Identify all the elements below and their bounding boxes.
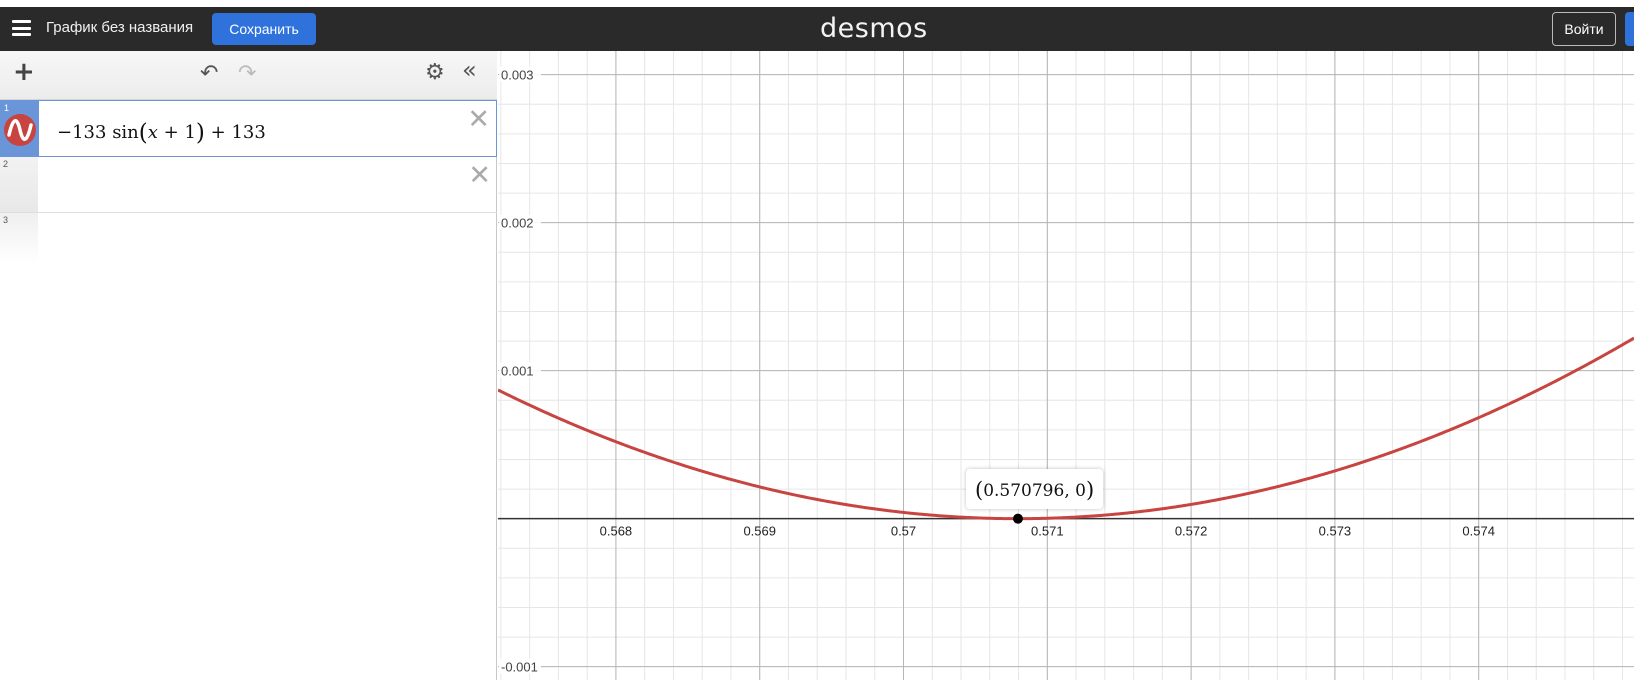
settings-gear-icon[interactable]: ⚙ (425, 60, 445, 85)
y-tick-label: 0.001 (501, 364, 534, 379)
add-icon[interactable]: + (13, 57, 35, 87)
point-coordinate-label: (0.570796, 0) (966, 469, 1104, 509)
expression-tab[interactable]: 3 (0, 213, 38, 263)
expression-number: 3 (3, 215, 9, 225)
function-curve (498, 336, 1634, 521)
expression-row-1[interactable]: 1 −133 sin(x + 1) + 133 ✕ (0, 100, 497, 157)
hamburger-menu-icon[interactable] (12, 20, 31, 36)
y-tick-label-bg (499, 658, 541, 674)
left-paren-icon: ( (138, 120, 148, 146)
collapse-panel-icon[interactable]: « (462, 56, 477, 84)
x-tick-label: 0.569 (743, 524, 776, 539)
desmos-logo: desmos (820, 13, 928, 44)
expression-row-2[interactable]: 2 ✕ (0, 157, 497, 213)
right-paren-icon: ) (1085, 478, 1095, 502)
y-tick-label-bg (499, 214, 541, 230)
top-bar: График без названия Сохранить desmos Вой… (0, 7, 1634, 51)
expression-toolbar: + ↶ ↷ ⚙ « (0, 51, 497, 100)
expression-tab[interactable]: 1 (1, 101, 39, 156)
graph-title[interactable]: График без названия (46, 19, 194, 36)
sine-wave-icon[interactable] (4, 114, 36, 146)
y-tick-label-bg (499, 362, 541, 378)
point-y: 0 (1075, 481, 1086, 501)
intercept-point (1012, 513, 1023, 524)
expression-row-3[interactable]: 3 (0, 213, 497, 263)
x-tick-label: 0.574 (1462, 524, 1495, 539)
save-button[interactable]: Сохранить (212, 13, 316, 45)
x-tick-label: 0.57 (891, 524, 916, 539)
x-tick-label: 0.571 (1031, 524, 1064, 539)
delete-expression-icon[interactable]: ✕ (468, 160, 491, 191)
expression-number: 1 (4, 103, 10, 113)
y-tick-label: -0.001 (501, 660, 538, 675)
delete-expression-icon[interactable]: ✕ (467, 104, 490, 135)
y-tick-label-bg (499, 66, 541, 82)
login-button[interactable]: Войти (1552, 12, 1616, 46)
y-tick-label: 0.003 (501, 68, 534, 83)
graph-canvas[interactable]: 0.568 0.569 0.57 0.571 0.572 0.573 0.574 0.003 0… (498, 51, 1634, 680)
function-name: sin (112, 122, 139, 143)
inner-term: + 1 (163, 122, 196, 143)
outer-term: + 133 (210, 122, 266, 143)
coefficient: −133 (57, 122, 107, 143)
right-paren-icon: ) (195, 120, 205, 146)
expression-math[interactable]: −133 sin(x + 1) + 133 (57, 118, 266, 146)
x-tick-label: 0.573 (1319, 524, 1352, 539)
undo-icon[interactable]: ↶ (200, 61, 219, 86)
y-tick-label: 0.002 (501, 216, 534, 231)
point-x: 0.570796 (983, 481, 1065, 501)
x-tick-label: 0.572 (1175, 524, 1208, 539)
expression-number: 2 (3, 159, 9, 169)
left-paren-icon: ( (975, 478, 984, 502)
expression-list: 1 −133 sin(x + 1) + 133 ✕ 2 ✕ 3 (0, 100, 497, 680)
redo-icon[interactable]: ↷ (238, 61, 257, 86)
expression-tab[interactable]: 2 (0, 157, 38, 212)
graph-plot[interactable]: 0.568 0.569 0.57 0.571 0.572 0.573 0.574 0.003 0… (498, 51, 1634, 680)
signup-button[interactable] (1625, 12, 1634, 46)
variable: x (147, 122, 158, 143)
x-tick-label: 0.568 (600, 524, 633, 539)
